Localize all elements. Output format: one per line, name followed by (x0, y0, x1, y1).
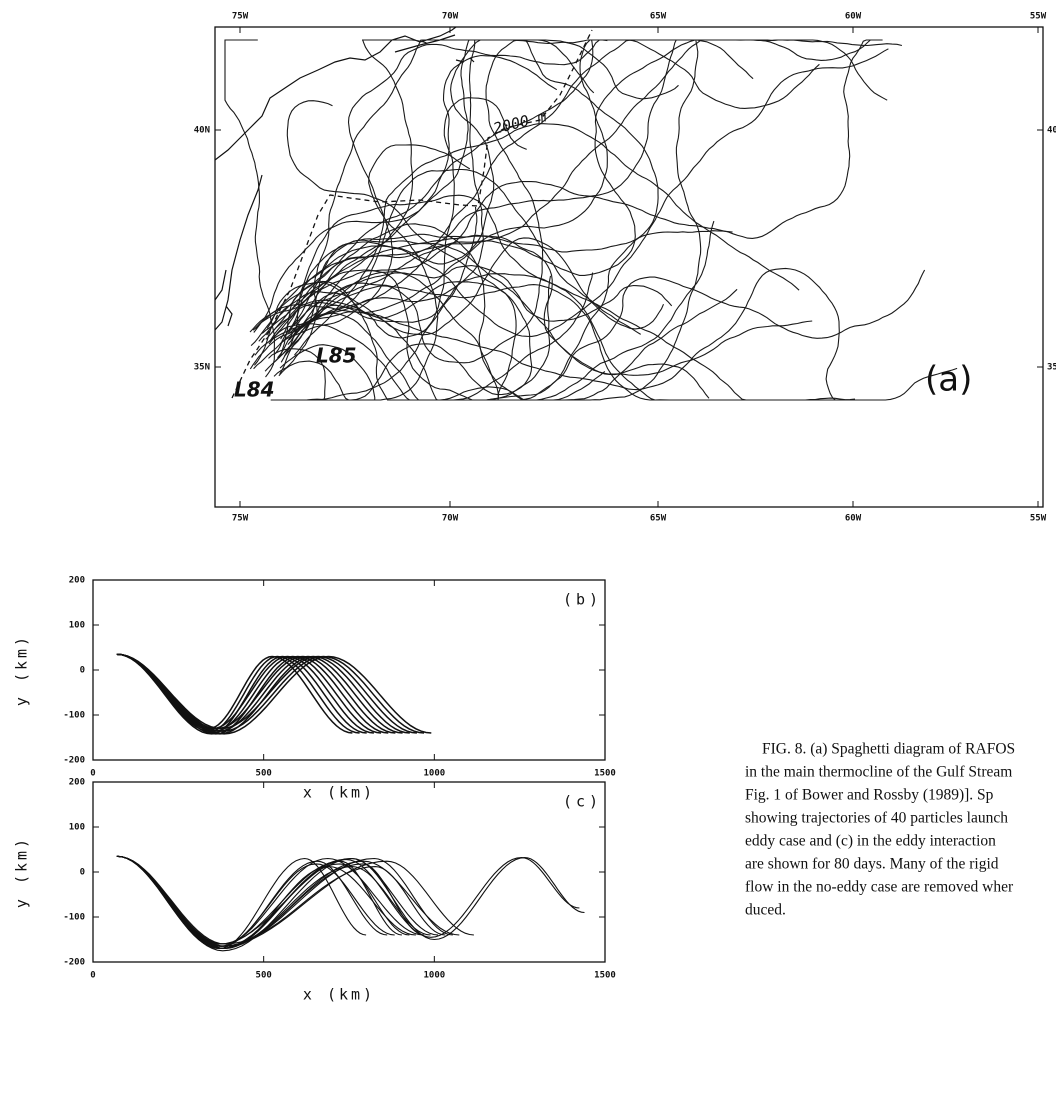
map-panel: 2000 m L85 L84 (a) 75W 70W 65W 60W 55W 7… (194, 12, 1056, 524)
panel-label: (a) (925, 360, 972, 400)
lon-label: 70W (442, 514, 459, 524)
caption-line: in the main thermocline of the Gulf Stre… (745, 764, 1012, 781)
line-label: L84 (234, 378, 275, 402)
map-frame (214, 26, 1044, 508)
trajectory (275, 39, 595, 364)
lon-label: 55W (1030, 514, 1047, 524)
lon-label: 60W (845, 514, 862, 524)
trajectory (249, 275, 552, 401)
y-tick-label: 0 (80, 868, 85, 878)
trajectory (266, 281, 738, 401)
trajectory (116, 653, 389, 735)
trajectory (279, 39, 484, 345)
y-axis-label: y (km) (13, 836, 31, 908)
trajectory (268, 269, 926, 401)
trajectory (292, 39, 754, 340)
trajectory (261, 39, 659, 334)
y-tick-label: -100 (63, 913, 85, 923)
x-tick-label: 1500 (594, 769, 616, 779)
trajectory (288, 273, 818, 401)
lon-label: 75W (232, 514, 249, 524)
caption-line: are shown for 80 days. Many of the rigid (745, 856, 999, 873)
trajectory (265, 267, 840, 401)
trajectory (287, 48, 889, 337)
trajectory (283, 239, 710, 399)
lat-label: 35N (194, 363, 210, 373)
trajectory (116, 855, 431, 947)
trajectory (268, 39, 702, 401)
x-tick-label: 1500 (594, 971, 616, 981)
caption-line: showing trajectories of 40 particles lau… (745, 810, 1008, 827)
x-axis-label: x (km) (303, 784, 375, 802)
panel-label: (b) (563, 591, 602, 609)
trajectory (269, 39, 427, 342)
x-tick-label: 0 (90, 971, 95, 981)
lon-label: 75W (232, 12, 249, 22)
caption-line: Fig. 1 of Bower and Rossby (1989)]. Sp (745, 787, 994, 804)
panel-label: (c) (563, 793, 602, 811)
y-tick-label: 200 (69, 778, 85, 788)
trajectory (116, 855, 416, 950)
x-axis-label: x (km) (303, 986, 375, 1004)
y-tick-label: 200 (69, 576, 85, 586)
trajectory (253, 54, 558, 333)
trajectory (279, 234, 813, 376)
lat-label: 35N (1047, 363, 1056, 373)
caption: FIG. 8. (a) Spaghetti diagram of RAFOS in… (745, 741, 1015, 919)
x-tick-label: 500 (256, 769, 272, 779)
y-axis-label: y (km) (13, 634, 31, 706)
lat-label: 40N (194, 126, 210, 136)
y-tick-label: -200 (63, 756, 85, 766)
trajectory (289, 168, 641, 335)
caption-line: duced. (745, 902, 786, 919)
y-tick-label: 100 (69, 621, 85, 631)
trajectory (224, 39, 275, 378)
isobath (231, 29, 593, 399)
trajectory (272, 39, 679, 332)
lon-label: 55W (1030, 12, 1047, 22)
trajectory (116, 653, 367, 735)
lat-label: 40N (1047, 126, 1056, 136)
trajectory (116, 855, 388, 947)
lon-label: 70W (442, 12, 459, 22)
trajectory (116, 653, 432, 735)
caption-line: FIG. 8. (a) Spaghetti diagram of RAFOS (762, 741, 1015, 758)
trajectory (268, 100, 533, 401)
trajectory (280, 194, 856, 401)
trajectory (285, 39, 888, 334)
trajectory (253, 39, 820, 370)
trajectory (116, 855, 446, 945)
trajectory (255, 39, 883, 329)
trajectory (116, 855, 580, 950)
y-tick-label: 0 (80, 666, 85, 676)
lon-label: 60W (845, 12, 862, 22)
trajectory (278, 230, 733, 401)
caption-line: eddy case and (c) in the eddy interactio… (745, 833, 996, 850)
y-tick-label: -100 (63, 711, 85, 721)
trajectory (116, 855, 367, 950)
trajectory (116, 855, 402, 945)
trajectory (252, 97, 527, 339)
lon-label: 65W (650, 12, 667, 22)
coastline (214, 26, 475, 331)
x-tick-label: 0 (90, 769, 95, 779)
trajectory (294, 123, 800, 356)
trajectory (116, 855, 424, 947)
x-tick-label: 1000 (423, 769, 445, 779)
trajectory (264, 220, 715, 401)
trajectory (116, 855, 474, 947)
trajectory (291, 282, 958, 401)
trajectory (278, 144, 471, 401)
y-tick-label: -200 (63, 958, 85, 968)
caption-line: flow in the no-eddy case are removed whe… (745, 879, 1014, 896)
x-tick-label: 1000 (423, 971, 445, 981)
lon-label: 65W (650, 514, 667, 524)
x-tick-label: 500 (256, 971, 272, 981)
y-tick-label: 100 (69, 823, 85, 833)
